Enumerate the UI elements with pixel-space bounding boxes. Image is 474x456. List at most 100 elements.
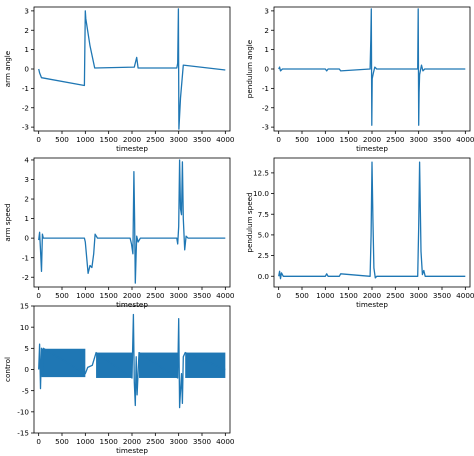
- y-axis-label: arm speed: [3, 203, 12, 241]
- x-tick-label: 2000: [123, 291, 142, 300]
- x-tick-label: 1000: [76, 135, 95, 144]
- x-tick-label: 500: [55, 291, 69, 300]
- y-tick-label: 3: [24, 175, 29, 184]
- y-axis-label: control: [3, 357, 12, 382]
- series-line: [38, 159, 226, 284]
- x-tick-label: 0: [276, 135, 281, 144]
- x-tick-label: 0: [36, 291, 41, 300]
- x-tick-label: 1000: [316, 135, 335, 144]
- y-tick-label: -2: [22, 103, 29, 112]
- plot-area: [38, 8, 226, 130]
- series-line: [278, 161, 466, 280]
- x-tick-label: 0: [276, 291, 281, 300]
- x-tick-label: 1500: [340, 291, 359, 300]
- x-tick-label: 0: [36, 135, 41, 144]
- x-tick-label: 3000: [170, 437, 189, 446]
- x-tick-label: 3000: [410, 135, 429, 144]
- y-axis-label: pendulum speed: [245, 192, 254, 252]
- y-tick-label: 0: [264, 65, 269, 74]
- y-tick-label: -3: [22, 123, 29, 132]
- y-tick-label: -1: [262, 84, 269, 93]
- x-tick-label: 2500: [146, 135, 165, 144]
- y-tick-label: 2: [24, 26, 29, 35]
- x-tick-label: 3500: [193, 135, 212, 144]
- x-tick-label: 500: [55, 135, 69, 144]
- y-tick-label: 2.5: [258, 251, 269, 260]
- y-tick-label: 15: [20, 302, 29, 311]
- plot-area: [278, 8, 466, 126]
- x-tick-label: 3000: [170, 291, 189, 300]
- plot-area: [278, 161, 466, 280]
- x-tick-label: 1000: [76, 437, 95, 446]
- x-tick-label: 500: [295, 135, 309, 144]
- y-tick-label: 12.5: [253, 168, 269, 177]
- y-tick-label: 5: [24, 344, 29, 353]
- x-tick-label: 3500: [433, 135, 452, 144]
- x-tick-label: 4000: [216, 135, 235, 144]
- y-tick-label: 2: [264, 26, 269, 35]
- x-tick-label: 2000: [123, 135, 142, 144]
- chart-panel-1: 0 500 1000 1500 2000 2500 3000 3500 4000 -3 -2 -1 0 1…: [3, 6, 235, 153]
- y-tick-label: -2: [262, 103, 269, 112]
- y-tick-label: 0: [24, 365, 29, 374]
- y-tick-label: 3: [24, 6, 29, 15]
- y-tick-label: 2: [24, 195, 29, 204]
- x-tick-label: 1500: [100, 291, 119, 300]
- series-line: [38, 8, 226, 130]
- x-tick-label: 3500: [433, 291, 452, 300]
- x-tick-label: 3000: [170, 135, 189, 144]
- y-tick-label: -3: [262, 123, 269, 132]
- x-tick-label: 4000: [216, 291, 235, 300]
- chart-panel-2: 0 500 1000 1500 2000 2500 3000 3500 4000 -3 -2 -1 0 1…: [245, 6, 474, 153]
- x-axis-label: timestep: [116, 144, 148, 153]
- chart-panel-4: 0 500 1000 1500 2000 2500 3000 3500 4000 0.0 2.5 5.…: [245, 157, 474, 309]
- y-tick-label: 5.0: [258, 231, 270, 240]
- y-tick-label: -1: [22, 253, 29, 262]
- x-tick-label: 2000: [123, 437, 142, 446]
- x-tick-label: 4000: [216, 437, 235, 446]
- x-tick-label: 4000: [456, 291, 474, 300]
- y-tick-label: 10: [20, 323, 30, 332]
- y-tick-label: 0: [24, 234, 29, 243]
- x-axis-label: timestep: [116, 300, 148, 309]
- y-tick-label: 0: [24, 65, 29, 74]
- axes-frame: [33, 157, 231, 288]
- y-tick-label: 1: [264, 45, 269, 54]
- y-axis-label: pendulum angle: [245, 39, 254, 98]
- y-tick-label: 4: [24, 156, 29, 165]
- y-tick-label: -1: [22, 84, 29, 93]
- x-tick-label: 3500: [193, 291, 212, 300]
- x-tick-label: 2500: [146, 291, 165, 300]
- x-tick-label: 2000: [363, 291, 382, 300]
- x-tick-label: 2500: [146, 437, 165, 446]
- x-tick-label: 2000: [363, 135, 382, 144]
- y-tick-label: -2: [22, 273, 29, 282]
- y-axis-label: arm angle: [3, 50, 12, 87]
- y-tick-label: 7.5: [258, 210, 269, 219]
- y-tick-label: -10: [17, 407, 29, 416]
- oscillation-band: [41, 348, 86, 378]
- y-tick-label: 1: [24, 45, 29, 54]
- axes-frame: [33, 6, 231, 132]
- y-tick-label: 3: [264, 6, 269, 15]
- y-tick-label: -5: [22, 386, 29, 395]
- x-tick-label: 3000: [410, 291, 429, 300]
- y-tick-label: 0.0: [258, 272, 270, 281]
- x-tick-label: 4000: [456, 135, 474, 144]
- oscillation-band: [185, 352, 226, 378]
- x-tick-label: 2500: [386, 135, 405, 144]
- x-tick-label: 1000: [76, 291, 95, 300]
- x-tick-label: 2500: [386, 291, 405, 300]
- y-tick-label: -15: [17, 429, 29, 438]
- x-tick-label: 1000: [316, 291, 335, 300]
- x-axis-label: timestep: [116, 446, 148, 455]
- x-axis-label: timestep: [356, 300, 388, 309]
- series-line: [278, 8, 466, 126]
- x-tick-label: 500: [295, 291, 309, 300]
- chart-panel-3: 0 500 1000 1500 2000 2500 3000 3500 4000 -2 -1 0 1 2 3…: [3, 156, 235, 309]
- series-line: [38, 313, 226, 409]
- x-tick-label: 1500: [100, 135, 119, 144]
- y-tick-label: 1: [24, 214, 29, 223]
- x-tick-label: 3500: [193, 437, 212, 446]
